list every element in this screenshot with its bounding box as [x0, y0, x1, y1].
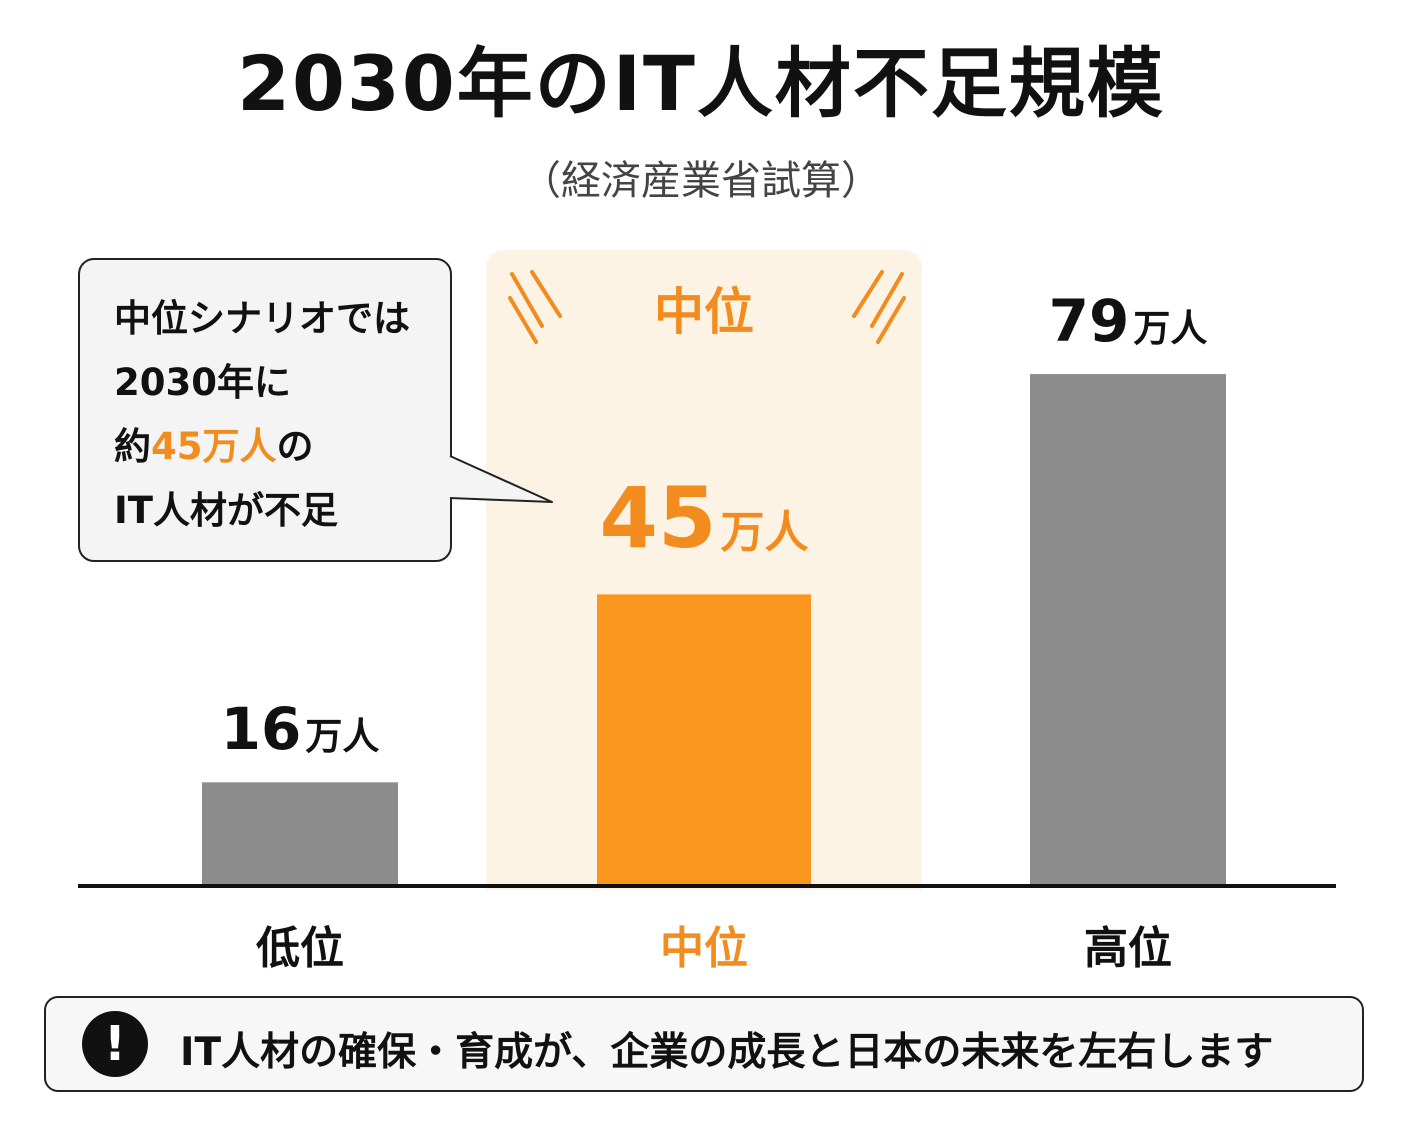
highlight-header: 中位 — [654, 283, 754, 341]
value-number: 16 — [220, 695, 302, 764]
value-label: 16 万人 — [221, 700, 380, 760]
callout-suffix: の — [276, 425, 314, 468]
callout-line-2: 2030年に — [114, 361, 291, 404]
value-label: 79 万人 — [1049, 292, 1208, 352]
callout-line-3: 約45万人の — [114, 428, 314, 465]
value-number: 45 — [599, 469, 717, 568]
value-unit: 万人 — [720, 507, 809, 559]
bar-中位 — [597, 594, 811, 886]
left-burst-icon — [508, 270, 562, 344]
callout-tail — [440, 455, 553, 503]
callout-box: 中位シナリオでは 2030年に 約45万人の IT人材が不足 — [78, 258, 452, 562]
category-label: 高位 — [1084, 923, 1172, 974]
callout-highlight: 45万人 — [151, 425, 277, 468]
value-number: 79 — [1048, 287, 1130, 356]
exclamation-icon: ! — [82, 1011, 148, 1077]
callout-line-4: IT人材が不足 — [114, 489, 339, 532]
right-burst-icon — [852, 270, 906, 344]
notice-box: ! IT人材の確保・育成が、企業の成長と日本の未来を左右します — [44, 996, 1364, 1092]
category-label: 低位 — [256, 923, 344, 974]
value-label: 45万人 — [600, 476, 809, 560]
callout-prefix: 約 — [114, 425, 151, 468]
notice-text: IT人材の確保・育成が、企業の成長と日本の未来を左右します — [180, 1030, 1274, 1075]
bar-低位 — [202, 782, 398, 886]
callout-line-1: 中位シナリオでは — [114, 297, 410, 340]
category-label: 中位 — [660, 923, 748, 974]
bar-高位 — [1030, 374, 1226, 886]
chart-title: 2030年のIT人材不足規模 — [237, 39, 1165, 128]
chart-subtitle: （経済産業省試算） — [521, 158, 881, 204]
value-unit: 万人 — [1133, 307, 1208, 351]
value-unit: 万人 — [305, 715, 380, 759]
